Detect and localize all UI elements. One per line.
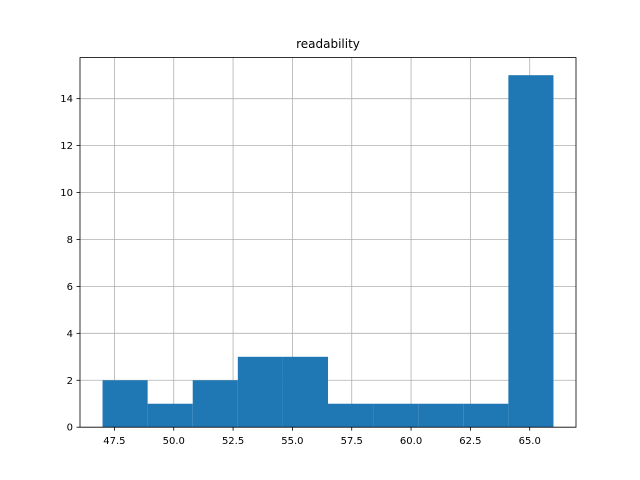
- x-tick-label: 50.0: [163, 436, 185, 447]
- bar: [508, 75, 554, 428]
- bars: [102, 75, 554, 428]
- x-tick-label: 52.5: [222, 436, 244, 447]
- x-tick-label: 62.5: [459, 436, 481, 447]
- y-tick-label: 10: [60, 188, 73, 199]
- bar: [192, 380, 238, 428]
- x-tick-label: 57.5: [341, 436, 363, 447]
- bar: [463, 403, 509, 428]
- bar: [328, 403, 374, 428]
- x-tick-label: 60.0: [400, 436, 422, 447]
- y-tick-label: 8: [67, 235, 73, 246]
- x-tick-label: 55.0: [281, 436, 303, 447]
- y-tick-label: 14: [60, 94, 73, 105]
- bar: [282, 356, 328, 428]
- y-tick-label: 2: [67, 376, 73, 387]
- bar: [418, 403, 464, 428]
- bar: [147, 403, 193, 428]
- axes-frame: [79, 57, 577, 428]
- grid: [80, 57, 576, 428]
- y-tick-label: 4: [67, 329, 73, 340]
- chart-title: readability: [296, 37, 360, 51]
- y-tick-label: 0: [67, 423, 73, 434]
- ticks: 47.5 50.0 52.5 55.0 57.5 60.0 62.5 65.0 0 2 4 6 8 10 1…: [60, 94, 541, 447]
- y-tick-label: 6: [67, 282, 73, 293]
- x-tick-label: 65.0: [519, 436, 541, 447]
- bar: [102, 380, 148, 428]
- x-tick-label: 47.5: [103, 436, 125, 447]
- bar: [237, 356, 283, 428]
- bar: [373, 403, 419, 428]
- y-tick-label: 12: [60, 141, 73, 152]
